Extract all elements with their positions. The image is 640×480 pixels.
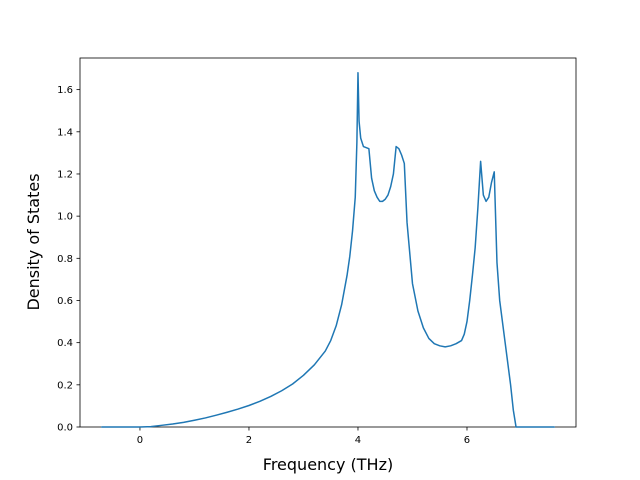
y-tick-label: 1.4 — [57, 127, 73, 138]
x-ticks: 0 2 4 6 — [137, 427, 470, 446]
y-tick-label: 0.2 — [57, 380, 73, 391]
plot-frame — [79, 57, 577, 428]
x-tick-label: 2 — [246, 435, 252, 446]
x-axis-label: Frequency (THz) — [263, 455, 393, 474]
series-line — [101, 72, 555, 428]
y-tick-label: 0.0 — [57, 423, 73, 434]
x-tick-label: 6 — [464, 435, 470, 446]
y-tick-label: 1.0 — [57, 212, 73, 223]
y-tick-label: 1.2 — [57, 169, 73, 180]
y-tick-label: 0.6 — [57, 296, 73, 307]
y-tick-label: 0.4 — [57, 338, 73, 349]
x-tick-label: 0 — [137, 435, 143, 446]
y-tick-label: 1.6 — [57, 85, 73, 96]
y-axis-label: Density of States — [24, 173, 43, 310]
y-ticks: 0.0 0.2 0.4 0.6 0.8 1.0 1.2 1.4 1.6 — [57, 85, 80, 434]
x-tick-label: 4 — [355, 435, 361, 446]
y-tick-label: 0.8 — [57, 254, 73, 265]
